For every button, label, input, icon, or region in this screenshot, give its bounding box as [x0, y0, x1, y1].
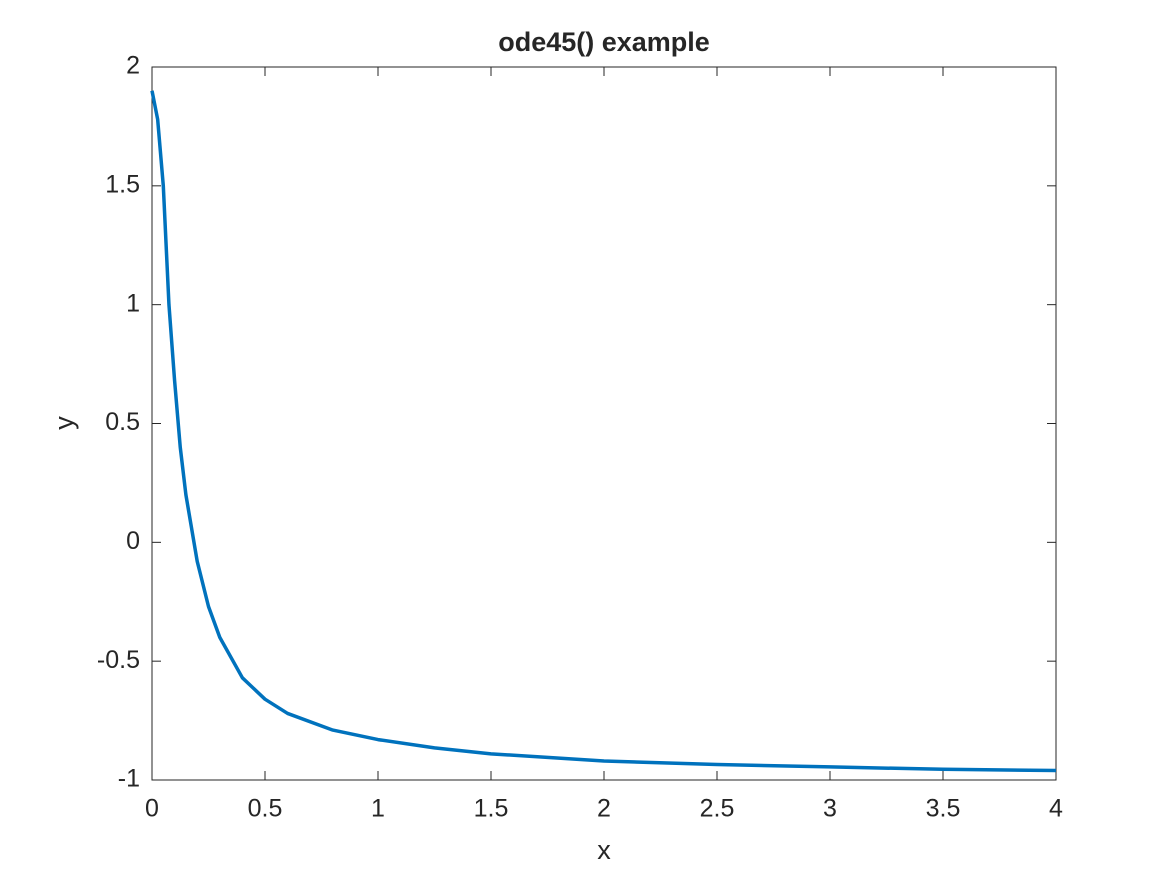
y-axis-label: y: [49, 416, 79, 430]
y-tick-label: 2: [126, 52, 140, 80]
x-tick-label: 1.5: [474, 795, 509, 823]
x-axis-label: x: [597, 835, 611, 865]
plot-box: [151, 66, 1057, 781]
x-tick-label: 2.5: [700, 795, 735, 823]
data-line: [150, 90, 1057, 773]
y-tick-label: -1: [118, 765, 140, 793]
x-tick-label: 3.5: [926, 795, 961, 823]
x-tick-label: 2: [597, 795, 611, 823]
x-tick-label: 1: [371, 795, 385, 823]
y-tick-label: -0.5: [97, 646, 140, 674]
y-tick-label: 0.5: [105, 408, 140, 436]
x-tick-label: 4: [1049, 795, 1063, 823]
y-tick-label: 0: [126, 527, 140, 555]
chart-title: ode45() example: [498, 27, 710, 57]
y-tick-label: 1.5: [105, 170, 140, 198]
x-tick-label: 0: [145, 795, 159, 823]
x-tick-label: 3: [823, 795, 837, 823]
y-tick-label: 1: [126, 289, 140, 317]
x-tick-label: 0.5: [248, 795, 283, 823]
